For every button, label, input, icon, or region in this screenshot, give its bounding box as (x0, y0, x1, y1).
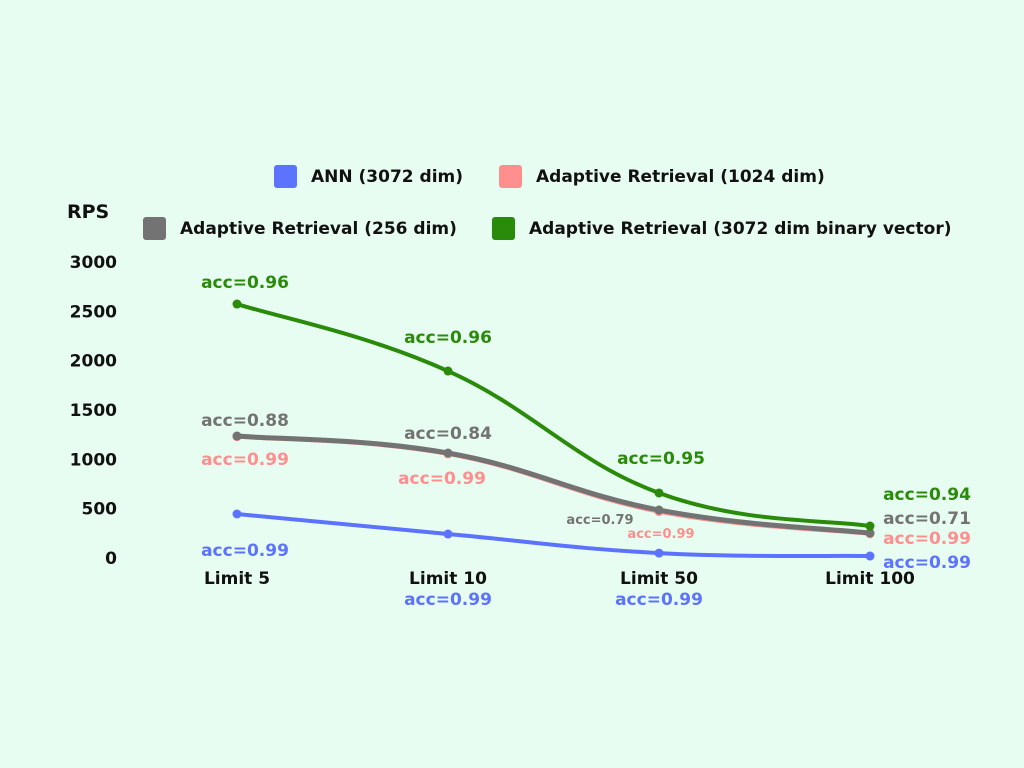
data-point (865, 521, 875, 531)
data-point (232, 431, 242, 441)
legend-swatch (492, 217, 515, 240)
data-point (443, 529, 453, 539)
legend-swatch (143, 217, 166, 240)
legend-item-adaptive-binary: Adaptive Retrieval (3072 dim binary vect… (492, 217, 951, 240)
series-line (236, 512, 871, 559)
data-label: acc=0.95 (617, 449, 705, 469)
legend-label: Adaptive Retrieval (3072 dim binary vect… (529, 218, 952, 239)
data-point (443, 366, 453, 376)
data-point (232, 299, 242, 309)
x-tick-label: Limit 5 (204, 569, 270, 589)
data-label: acc=0.99 (201, 541, 289, 561)
x-tick-label: Limit 50 (620, 569, 698, 589)
data-label: acc=0.99 (883, 553, 971, 573)
data-point (443, 448, 453, 458)
series-line (236, 433, 871, 536)
legend-label: Adaptive Retrieval (256 dim) (180, 218, 457, 239)
legend-label: ANN (3072 dim) (311, 166, 464, 187)
data-label: acc=0.99 (883, 529, 971, 549)
data-label: acc=0.99 (398, 469, 486, 489)
y-tick-label: 1000 (70, 450, 117, 470)
y-tick-label: 2500 (70, 302, 117, 322)
y-tick-label: 1500 (70, 401, 117, 421)
data-label: acc=0.99 (404, 590, 492, 610)
data-label: acc=0.79 (566, 513, 633, 528)
y-tick-label: 3000 (70, 253, 117, 273)
data-label: acc=0.96 (201, 273, 289, 293)
data-label: acc=0.99 (615, 590, 703, 610)
y-tick-label: 500 (82, 500, 118, 520)
legend-swatch (274, 165, 297, 188)
data-point (865, 528, 875, 538)
x-tick-label: Limit 10 (409, 569, 487, 589)
series-line (236, 302, 871, 529)
data-point (865, 551, 875, 561)
data-label: acc=0.88 (201, 411, 289, 431)
legend-item-adaptive-256: Adaptive Retrieval (256 dim) (143, 217, 457, 240)
data-label: acc=0.96 (404, 328, 492, 348)
data-label: acc=0.94 (883, 485, 971, 505)
data-point (232, 509, 242, 519)
legend-item-ann: ANN (3072 dim) (274, 165, 463, 188)
data-label: acc=0.84 (404, 424, 492, 444)
data-point (654, 505, 664, 515)
y-axis-label: RPS (67, 201, 109, 223)
legend-swatch (499, 165, 522, 188)
legend-label: Adaptive Retrieval (1024 dim) (536, 166, 825, 187)
y-tick-label: 2000 (70, 352, 117, 372)
data-point (654, 548, 664, 558)
x-tick-label: Limit 100 (825, 569, 915, 589)
legend-item-adaptive-1024: Adaptive Retrieval (1024 dim) (499, 165, 825, 188)
y-tick-label: 0 (105, 549, 117, 569)
data-point (654, 488, 664, 498)
data-label: acc=0.99 (627, 527, 694, 542)
data-label: acc=0.99 (201, 450, 289, 470)
data-label: acc=0.71 (883, 509, 971, 529)
